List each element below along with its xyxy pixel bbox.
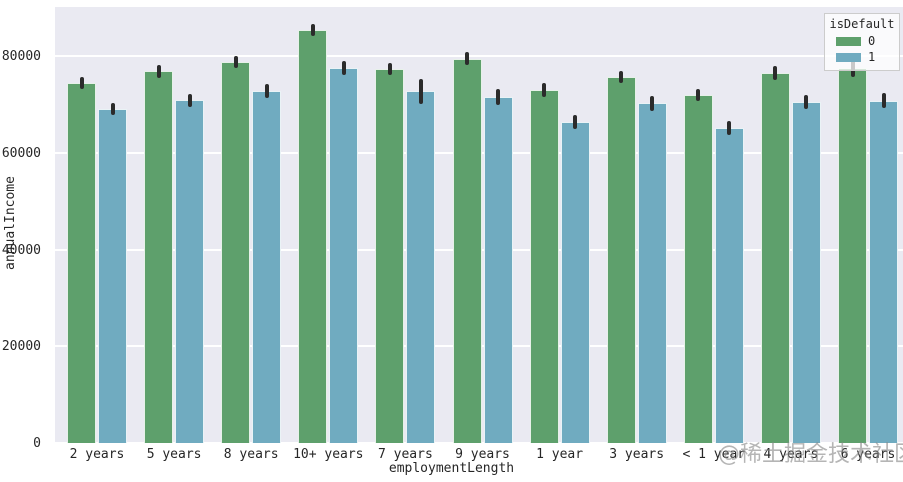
bar-1-9-years — [483, 96, 513, 443]
error-bar — [341, 60, 346, 76]
error-bar — [773, 65, 778, 80]
error-bar — [233, 56, 238, 68]
error-bar — [542, 83, 547, 97]
bar-1-4-years — [791, 102, 821, 443]
x-tick-label: 4 years — [763, 447, 819, 462]
error-bar — [465, 51, 469, 66]
error-bar — [619, 70, 624, 83]
error-bar — [418, 78, 423, 104]
bar-0-10+-years — [298, 30, 328, 443]
error-bar — [804, 95, 809, 109]
error-bar — [387, 63, 392, 75]
legend-entry-label: 1 — [868, 50, 876, 64]
error-bar — [79, 77, 84, 89]
bar-0-5-years — [144, 71, 174, 443]
legend-title: isDefault — [829, 17, 895, 31]
bar-0-2-years — [67, 82, 96, 443]
error-bar — [881, 93, 886, 109]
legend-entry-1: 1 — [825, 49, 899, 65]
bar-1-2-years — [98, 108, 127, 443]
legend-swatch-icon — [836, 36, 861, 46]
error-bar — [727, 121, 732, 135]
y-tick-label: 80000 — [1, 49, 41, 65]
y-tick-label: 60000 — [1, 145, 41, 161]
y-tick-label: 40000 — [1, 242, 41, 258]
bar-1-7-years — [406, 91, 436, 443]
gridline — [55, 55, 903, 58]
x-tick-label: 1 year — [536, 447, 584, 462]
bar-0-7-years — [375, 68, 405, 443]
gridline — [55, 442, 903, 444]
error-bar — [496, 88, 500, 106]
bar-1-6-years — [869, 100, 898, 443]
x-tick-label: 2 years — [69, 447, 125, 462]
bar-1-10+-years — [329, 67, 359, 443]
bar-1-8-years — [252, 90, 282, 443]
error-bar — [573, 115, 578, 129]
x-tick-label: 7 years — [377, 447, 433, 462]
x-tick-label: 9 years — [455, 447, 510, 462]
x-tick-label: 8 years — [223, 447, 279, 462]
x-tick-label: 3 years — [609, 447, 665, 462]
x-tick-label: 6 years — [840, 447, 896, 462]
x-axis-label: employmentLength — [388, 461, 515, 476]
error-bar — [156, 64, 161, 79]
error-bar — [650, 95, 655, 111]
error-bar — [187, 93, 192, 108]
bar-1-1-year — [560, 122, 590, 443]
bar-0-8-years — [221, 62, 251, 443]
error-bar — [110, 103, 115, 115]
legend-entry-label: 0 — [868, 34, 876, 48]
x-tick-label: < 1 year — [682, 447, 746, 462]
error-bar — [696, 89, 701, 101]
y-axis-label: annualIncome — [3, 176, 18, 270]
error-bar — [310, 23, 315, 37]
legend-swatch-icon — [836, 52, 861, 62]
bar-0-3-years — [606, 76, 636, 443]
bar-0-<-1-year — [683, 94, 713, 443]
y-tick-label: 0 — [33, 436, 41, 451]
legend-entry-0: 0 — [825, 33, 899, 49]
bar-1-3-years — [637, 103, 667, 443]
x-tick-label: 5 years — [146, 447, 202, 462]
x-tick-label: 10+ years — [293, 447, 364, 462]
bar-1-5-years — [175, 100, 205, 443]
bar-1-<-1-year — [714, 127, 744, 443]
bar-0-6-years — [838, 68, 867, 443]
bar-0-1-year — [529, 90, 559, 443]
error-bar — [264, 83, 269, 98]
bar-0-4-years — [760, 72, 790, 443]
y-tick-label: 20000 — [1, 339, 41, 355]
bar-0-9-years — [452, 58, 482, 443]
